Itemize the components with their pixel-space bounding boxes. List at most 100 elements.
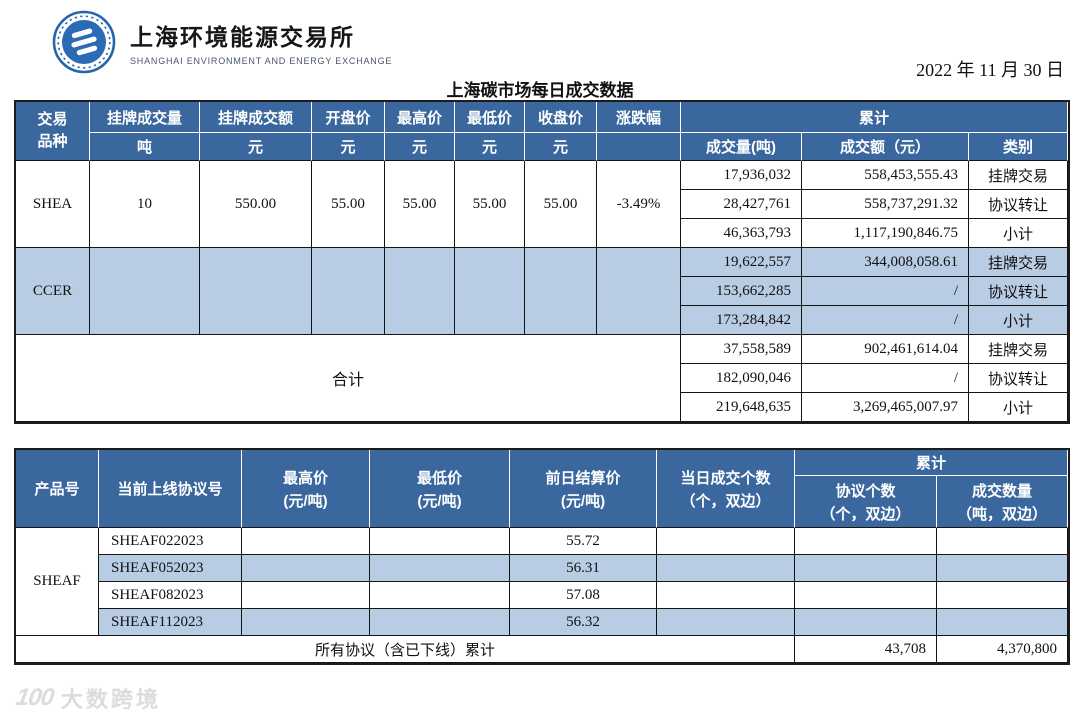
t2-row2-cum-count: [795, 582, 937, 609]
t2-row3-cum-count: [795, 609, 937, 636]
t1-total-cum-amount-2: 3,269,465,007.97: [802, 393, 969, 422]
t1-shea-cum-amount-2: 1,117,190,846.75: [802, 219, 969, 248]
t1-ccer-open: [312, 248, 385, 335]
t1-total-cum-volume-0: 37,558,589: [681, 335, 802, 364]
t1-total-cum-amount-0: 902,461,614.04: [802, 335, 969, 364]
t1-total-cum-category-0: 挂牌交易: [969, 335, 1068, 364]
t1-shea-name: SHEA: [16, 161, 90, 248]
t1-shea-low: 55.00: [455, 161, 525, 248]
watermark-brand: 大数跨境: [61, 687, 162, 712]
t1-ccer-listed-volume: [90, 248, 200, 335]
t2-row0-cum-count: [795, 528, 937, 555]
t1-header-product: 交易 品种: [16, 102, 90, 161]
t1-shea-close: 55.00: [525, 161, 597, 248]
page-header: 上海环境能源交易所 SHANGHAI ENVIRONMENT AND ENERG…: [0, 0, 1080, 88]
t1-total-cum-category-1: 协议转让: [969, 364, 1068, 393]
t2-header-cum-count: 协议个数 （个，双边）: [795, 476, 937, 528]
t2-header-day-count-label: 当日成交个数: [680, 469, 771, 487]
t1-ccer-low: [455, 248, 525, 335]
t2-row0-settle: 55.72: [510, 528, 657, 555]
watermark-logo: 100: [14, 684, 56, 711]
t1-total-cum-amount-1: /: [802, 364, 969, 393]
exchange-logo-icon: [52, 10, 116, 74]
t2-row3-settle: 56.32: [510, 609, 657, 636]
t1-header-close-unit: 元: [525, 133, 597, 161]
t2-row1-cum-volume: [937, 555, 1069, 582]
t2-row2-contract: SHEAF082023: [99, 582, 242, 609]
t2-header-cum-volume-label: 成交数量: [972, 482, 1033, 500]
t2-row3-day-count: [657, 609, 795, 636]
t2-row1-low: [370, 555, 510, 582]
t1-shea-listed-amount: 550.00: [200, 161, 312, 248]
t2-header-settle-label: 前日结算价: [545, 469, 621, 487]
t2-row1-cum-count: [795, 555, 937, 582]
t2-header-low-unit: (元/吨): [417, 492, 462, 510]
t1-shea-cum-category-0: 挂牌交易: [969, 161, 1068, 190]
t2-row2-day-count: [657, 582, 795, 609]
org-name-en: SHANGHAI ENVIRONMENT AND ENERGY EXCHANGE: [130, 56, 393, 66]
t1-header-cum-amount: 成交额（元）: [802, 133, 969, 161]
t1-ccer-cum-category-2: 小计: [969, 306, 1068, 335]
t2-row0-day-count: [657, 528, 795, 555]
page-title: 上海碳市场每日成交数据: [446, 81, 634, 100]
t2-row3-low: [370, 609, 510, 636]
t1-ccer-listed-amount: [200, 248, 312, 335]
t1-shea-cum-amount-0: 558,453,555.43: [802, 161, 969, 190]
t1-ccer-cum-category-1: 协议转让: [969, 277, 1068, 306]
t2-row0-cum-volume: [937, 528, 1069, 555]
t2-row2-cum-volume: [937, 582, 1069, 609]
t1-ccer-cum-amount-0: 344,008,058.61: [802, 248, 969, 277]
t2-header-cum-volume-unit: （吨，双边）: [957, 505, 1048, 523]
t1-ccer-high: [385, 248, 455, 335]
t2-row3-high: [242, 609, 370, 636]
t1-shea-open: 55.00: [312, 161, 385, 248]
t1-shea-high: 55.00: [385, 161, 455, 248]
report-date: 2022 年 11 月 30 日: [916, 60, 1064, 80]
t1-ccer-cum-volume-1: 153,662,285: [681, 277, 802, 306]
t2-header-cum-count-label: 协议个数: [835, 482, 896, 500]
t1-total-label: 合计: [16, 335, 681, 422]
t1-header-cum-volume: 成交量(吨): [681, 133, 802, 161]
t2-row1-day-count: [657, 555, 795, 582]
t1-shea-listed-volume: 10: [90, 161, 200, 248]
t1-ccer-cum-amount-2: /: [802, 306, 969, 335]
t1-shea-cum-amount-1: 558,737,291.32: [802, 190, 969, 219]
t2-row2-high: [242, 582, 370, 609]
t2-row3-contract: SHEAF112023: [99, 609, 242, 636]
t2-header-settle: 前日结算价 (元/吨): [510, 450, 657, 528]
t1-header-change: 涨跌幅: [597, 102, 681, 133]
t1-ccer-close: [525, 248, 597, 335]
t2-row1-contract: SHEAF052023: [99, 555, 242, 582]
t2-header-day-count: 当日成交个数 （个，双边）: [657, 450, 795, 528]
t2-header-contract: 当前上线协议号: [99, 450, 242, 528]
t2-header-high: 最高价 (元/吨): [242, 450, 370, 528]
t2-header-settle-unit: (元/吨): [560, 492, 606, 510]
t1-ccer-cum-volume-0: 19,622,557: [681, 248, 802, 277]
t2-header-product: 产品号: [16, 450, 99, 528]
t1-total-cum-volume-1: 182,090,046: [681, 364, 802, 393]
t2-product-name: SHEAF: [16, 528, 99, 636]
daily-market-table: 交易 品种 挂牌成交量 挂牌成交额 开盘价 最高价 最低价 收盘价 涨跌幅 累计…: [14, 100, 1070, 424]
t1-header-change-unit: [597, 133, 681, 161]
t1-header-open-unit: 元: [312, 133, 385, 161]
t1-header-open: 开盘价: [312, 102, 385, 133]
t1-total-cum-category-2: 小计: [969, 393, 1068, 422]
t2-row3-cum-volume: [937, 609, 1069, 636]
t1-shea-cum-volume-0: 17,936,032: [681, 161, 802, 190]
t2-header-low: 最低价 (元/吨): [370, 450, 510, 528]
t2-header-cumulative: 累计: [795, 450, 1069, 476]
t2-row0-low: [370, 528, 510, 555]
t2-header-cum-count-unit: （个，双边）: [820, 505, 911, 523]
t2-header-day-count-unit: （个，双边）: [680, 492, 771, 510]
t1-header-low: 最低价: [455, 102, 525, 133]
t1-shea-change: -3.49%: [597, 161, 681, 248]
t2-row2-settle: 57.08: [510, 582, 657, 609]
t1-header-listed-volume: 挂牌成交量: [90, 102, 200, 133]
t2-header-cum-volume: 成交数量 （吨，双边）: [937, 476, 1069, 528]
t2-header-high-label: 最高价: [282, 469, 328, 487]
t2-row1-settle: 56.31: [510, 555, 657, 582]
t2-footer-cum-volume: 4,370,800: [937, 636, 1069, 663]
t2-header-high-unit: (元/吨): [283, 492, 328, 510]
sheaf-contracts-table: 产品号 当前上线协议号 最高价 (元/吨) 最低价 (元/吨) 前日结算价 (元…: [14, 448, 1071, 665]
t1-header-listed-amount: 挂牌成交额: [200, 102, 312, 133]
